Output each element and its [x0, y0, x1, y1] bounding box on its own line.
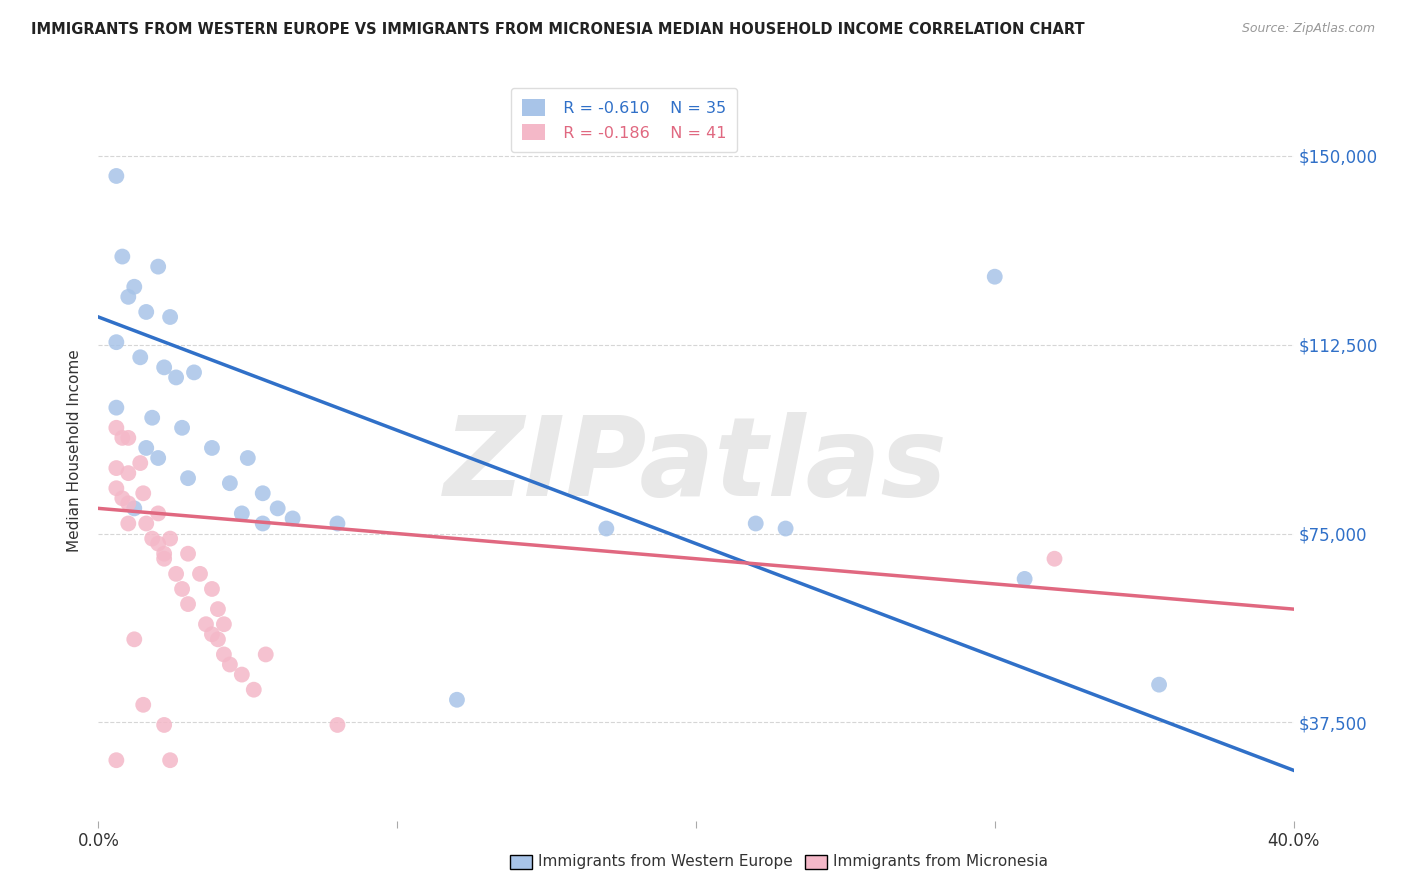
Point	[105, 401, 128, 415]
Point	[153, 551, 176, 566]
Point	[148, 260, 170, 274]
Point	[281, 511, 304, 525]
Point	[124, 501, 146, 516]
Point	[1014, 572, 1036, 586]
Point	[165, 370, 187, 384]
Point	[243, 682, 266, 697]
Point	[132, 698, 155, 712]
Point	[775, 522, 797, 536]
Point	[129, 351, 152, 365]
Point	[231, 507, 253, 521]
Point	[105, 753, 128, 767]
Point	[177, 597, 200, 611]
Point	[135, 441, 157, 455]
Point	[207, 602, 229, 616]
Point	[105, 421, 128, 435]
Point	[212, 617, 235, 632]
Point	[172, 421, 194, 435]
Point	[105, 169, 128, 183]
Point	[984, 269, 1007, 284]
Point	[111, 431, 134, 445]
Point	[148, 507, 170, 521]
Point	[326, 718, 349, 732]
Point	[135, 516, 157, 531]
Point	[207, 632, 229, 647]
Text: Source: ZipAtlas.com: Source: ZipAtlas.com	[1241, 22, 1375, 36]
Point	[219, 657, 242, 672]
Point	[117, 496, 139, 510]
Point	[201, 627, 224, 641]
Point	[745, 516, 768, 531]
Point	[153, 718, 176, 732]
Point	[105, 481, 128, 495]
Text: ZIPatlas: ZIPatlas	[444, 412, 948, 519]
Point	[1147, 678, 1170, 692]
Point	[183, 365, 205, 379]
Point	[252, 486, 274, 500]
Point	[159, 532, 181, 546]
Text: Immigrants from Micronesia: Immigrants from Micronesia	[832, 855, 1047, 869]
Point	[267, 501, 290, 516]
Point	[148, 536, 170, 550]
Point	[595, 522, 617, 536]
Point	[111, 250, 134, 264]
Point	[135, 305, 157, 319]
Point	[124, 632, 146, 647]
Point	[105, 461, 128, 475]
Point	[177, 547, 200, 561]
Point	[188, 566, 211, 581]
Point	[195, 617, 218, 632]
Text: IMMIGRANTS FROM WESTERN EUROPE VS IMMIGRANTS FROM MICRONESIA MEDIAN HOUSEHOLD IN: IMMIGRANTS FROM WESTERN EUROPE VS IMMIGR…	[31, 22, 1084, 37]
Point	[201, 441, 224, 455]
Point	[326, 516, 349, 531]
Point	[117, 290, 139, 304]
Point	[111, 491, 134, 506]
Point	[236, 450, 259, 465]
Point	[124, 279, 146, 293]
Point	[117, 431, 139, 445]
Point	[132, 486, 155, 500]
Legend:   R = -0.610    N = 35,   R = -0.186    N = 41: R = -0.610 N = 35, R = -0.186 N = 41	[512, 88, 737, 152]
Point	[117, 516, 139, 531]
Point	[1043, 551, 1066, 566]
Point	[129, 456, 152, 470]
Point	[446, 692, 468, 706]
Point	[148, 450, 170, 465]
Point	[105, 335, 128, 350]
Point	[141, 410, 163, 425]
Point	[172, 582, 194, 596]
Point	[212, 648, 235, 662]
Point	[165, 566, 187, 581]
Point	[219, 476, 242, 491]
Point	[159, 753, 181, 767]
Point	[153, 547, 176, 561]
Point	[141, 532, 163, 546]
Point	[231, 667, 253, 681]
Point	[177, 471, 200, 485]
Point	[117, 466, 139, 480]
Text: Immigrants from Western Europe: Immigrants from Western Europe	[537, 855, 793, 869]
Y-axis label: Median Household Income: Median Household Income	[67, 349, 83, 552]
Point	[201, 582, 224, 596]
Point	[159, 310, 181, 324]
Point	[252, 516, 274, 531]
Point	[153, 360, 176, 375]
Point	[254, 648, 277, 662]
